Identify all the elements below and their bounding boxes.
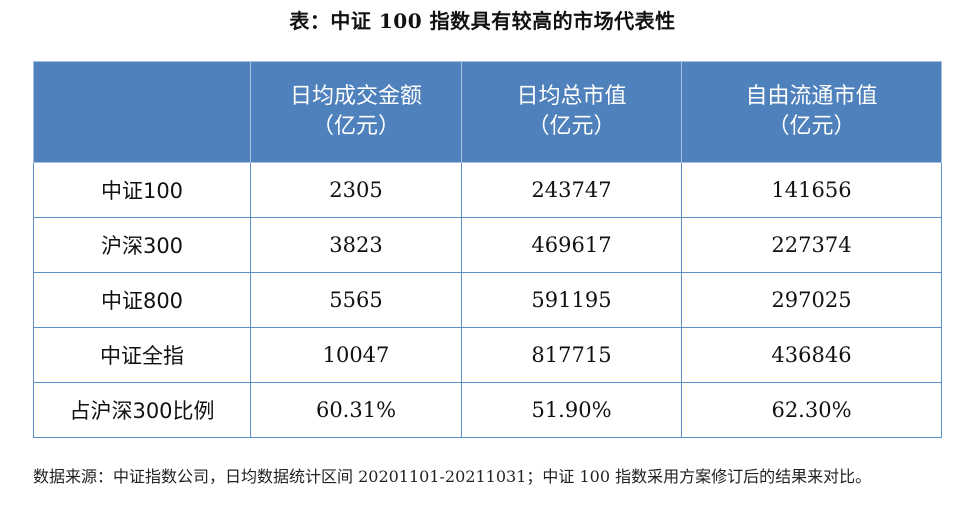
cell-daily-turnover: 60.31% — [250, 382, 462, 438]
cell-daily-market-cap: 51.90% — [461, 382, 682, 438]
table-row: 中证800 5565 591195 297025 — [33, 272, 942, 328]
header-free-float-market-cap: 自由流通市值 （亿元） — [681, 61, 942, 163]
header-daily-market-cap: 日均总市值 （亿元） — [461, 61, 682, 163]
cell-daily-market-cap: 243747 — [461, 162, 682, 218]
cell-daily-market-cap: 817715 — [461, 327, 682, 383]
header-unit: （亿元） — [767, 114, 856, 139]
header-label: 自由流通市值 — [745, 84, 878, 109]
header-daily-turnover: 日均成交金额 （亿元） — [250, 61, 462, 163]
table-row: 沪深300 3823 469617 227374 — [33, 217, 942, 273]
cell-free-float-market-cap: 141656 — [681, 162, 942, 218]
header-corner — [33, 61, 251, 163]
table-row: 中证全指 10047 817715 436846 — [33, 327, 942, 383]
row-label: 沪深300 — [33, 217, 251, 273]
cell-daily-market-cap: 469617 — [461, 217, 682, 273]
table-row: 中证100 2305 243747 141656 — [33, 162, 942, 218]
cell-daily-turnover: 2305 — [250, 162, 462, 218]
cell-daily-turnover: 10047 — [250, 327, 462, 383]
source-note: 数据来源：中证指数公司，日均数据统计区间 20201101-20211031；中… — [33, 467, 872, 486]
row-label: 占沪深300比例 — [33, 382, 251, 438]
header-unit: （亿元） — [311, 114, 400, 139]
row-label: 中证全指 — [33, 327, 251, 383]
cell-daily-turnover: 3823 — [250, 217, 462, 273]
cell-free-float-market-cap: 436846 — [681, 327, 942, 383]
row-label: 中证800 — [33, 272, 251, 328]
table-row: 占沪深300比例 60.31% 51.90% 62.30% — [33, 382, 942, 438]
header-unit: （亿元） — [527, 114, 616, 139]
cell-daily-turnover: 5565 — [250, 272, 462, 328]
header-row: 日均成交金额 （亿元） 日均总市值 （亿元） 自由流通市值 （亿元） — [33, 61, 942, 163]
header-label: 日均成交金额 — [289, 84, 422, 109]
cell-free-float-market-cap: 227374 — [681, 217, 942, 273]
cell-free-float-market-cap: 297025 — [681, 272, 942, 328]
table-title: 表：中证 100 指数具有较高的市场代表性 — [289, 9, 676, 33]
cell-daily-market-cap: 591195 — [461, 272, 682, 328]
cell-free-float-market-cap: 62.30% — [681, 382, 942, 438]
header-label: 日均总市值 — [516, 84, 627, 109]
row-label: 中证100 — [33, 162, 251, 218]
index-comparison-table: 日均成交金额 （亿元） 日均总市值 （亿元） 自由流通市值 （亿元） 中证100… — [33, 61, 942, 438]
